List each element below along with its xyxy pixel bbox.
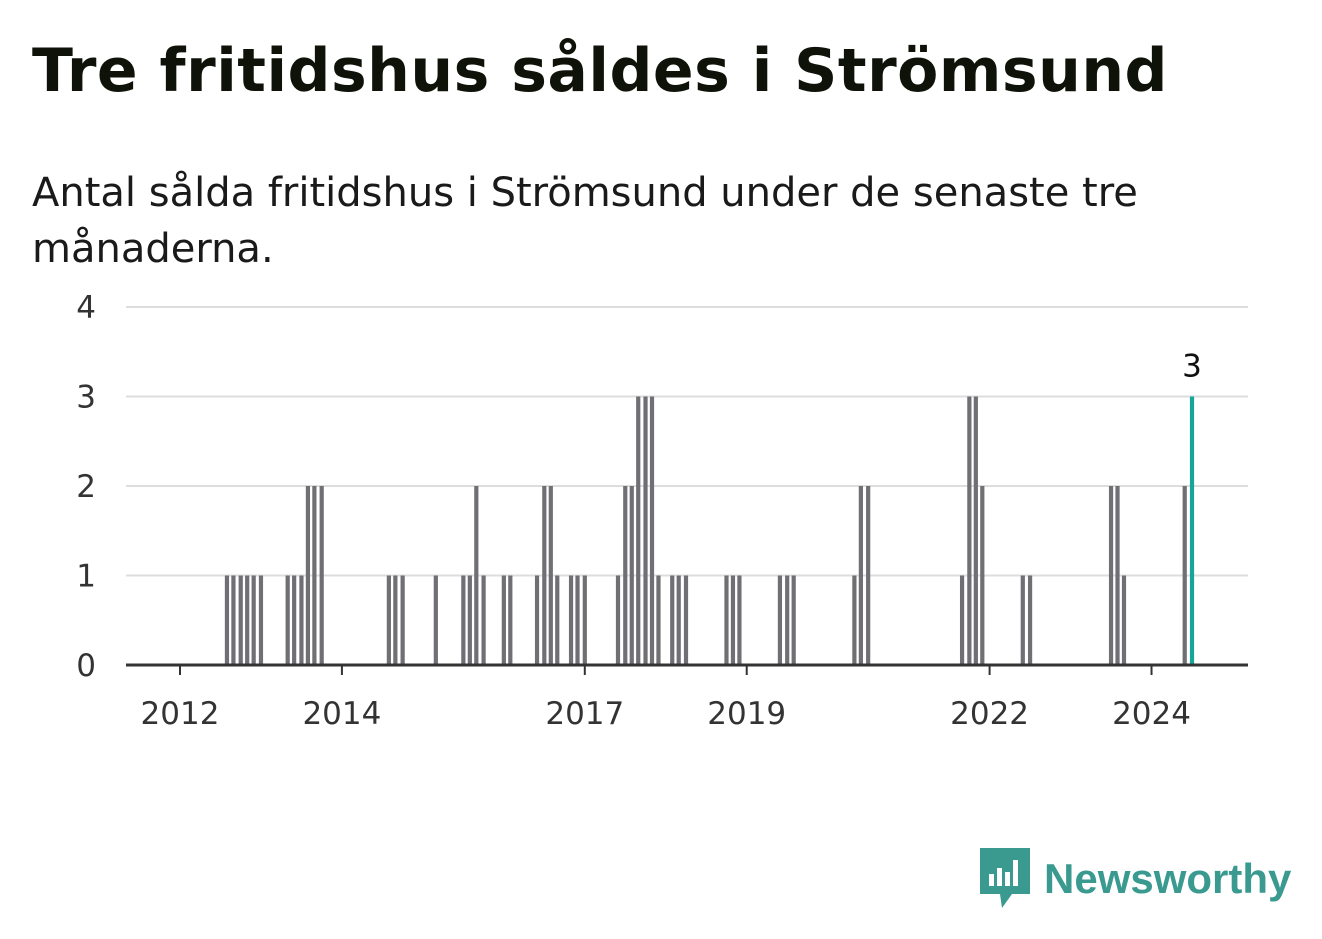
bar — [737, 575, 742, 665]
bar — [542, 486, 547, 665]
bar — [481, 575, 486, 665]
y-tick-label: 3 — [76, 380, 96, 416]
bar — [582, 575, 587, 665]
bar — [292, 575, 297, 665]
bar — [615, 575, 621, 665]
bar-highlight — [1189, 396, 1195, 665]
newsworthy-logo-icon — [980, 848, 1030, 908]
bars — [224, 396, 1195, 665]
chart-subtitle: Antal sålda fritidshus i Strömsund under… — [32, 170, 1138, 272]
bar — [858, 486, 863, 665]
bar — [777, 575, 783, 665]
bar — [534, 575, 540, 665]
bar — [676, 575, 681, 665]
bar — [501, 575, 506, 665]
bar — [575, 575, 580, 665]
x-tick-label: 2019 — [707, 696, 786, 732]
y-tick-label: 1 — [76, 559, 96, 595]
axes: 0 1 2 3 4 2012 2014 2017 2019 2022 2024 — [76, 290, 1248, 732]
bar — [285, 575, 290, 665]
bar — [1121, 575, 1127, 665]
bar — [623, 486, 628, 665]
bar — [1182, 486, 1187, 665]
bar — [649, 396, 655, 665]
bar — [224, 575, 230, 665]
data-label: 3 — [1182, 349, 1202, 385]
bar-chart: 0 1 2 3 4 2012 2014 2017 2019 2022 2024 3 — [76, 290, 1248, 732]
bar — [980, 486, 985, 665]
bar — [508, 575, 513, 665]
bar — [973, 396, 978, 665]
bar — [656, 575, 661, 665]
x-tick-label: 2017 — [545, 696, 624, 732]
bar — [299, 575, 304, 665]
bar — [555, 575, 560, 665]
bar — [400, 575, 405, 665]
bar — [231, 575, 236, 665]
bar — [724, 575, 729, 665]
bar — [852, 575, 857, 665]
bar — [1027, 575, 1033, 665]
bar — [683, 575, 689, 665]
bar — [548, 486, 553, 665]
data-labels: 3 — [1182, 349, 1202, 385]
bar — [393, 575, 398, 665]
bar — [433, 575, 438, 665]
bar — [643, 396, 648, 665]
x-tick-label: 2012 — [141, 696, 220, 732]
bar — [730, 575, 736, 665]
bar — [467, 575, 472, 665]
x-tick-label: 2014 — [302, 696, 381, 732]
gridlines — [126, 306, 1248, 577]
bar — [967, 396, 972, 665]
chart-title: Tre fritidshus såldes i Strömsund — [32, 36, 1168, 106]
bar — [959, 575, 965, 665]
bar — [629, 486, 634, 665]
bar — [474, 486, 479, 665]
x-tick-label: 2024 — [1112, 696, 1191, 732]
bar — [1108, 486, 1114, 665]
bar — [670, 575, 675, 665]
brand-name: Newsworthy — [1044, 855, 1292, 902]
bar — [238, 575, 243, 665]
bar — [319, 486, 324, 665]
bar — [636, 396, 641, 665]
brand-logo: Newsworthy — [980, 848, 1291, 910]
bar — [245, 575, 250, 665]
bar — [305, 486, 311, 665]
bar — [386, 575, 391, 665]
y-tick-label: 4 — [76, 290, 96, 326]
bar — [251, 575, 256, 665]
bar — [461, 575, 466, 665]
bar — [312, 486, 317, 665]
bar — [568, 575, 574, 665]
y-tick-label: 2 — [76, 469, 96, 505]
bar — [791, 575, 796, 665]
y-tick-label: 0 — [76, 648, 96, 684]
bar — [866, 486, 871, 665]
bar — [1020, 575, 1025, 665]
bar — [258, 575, 264, 665]
bar — [1115, 486, 1120, 665]
x-tick-label: 2022 — [950, 696, 1029, 732]
bar — [785, 575, 790, 665]
